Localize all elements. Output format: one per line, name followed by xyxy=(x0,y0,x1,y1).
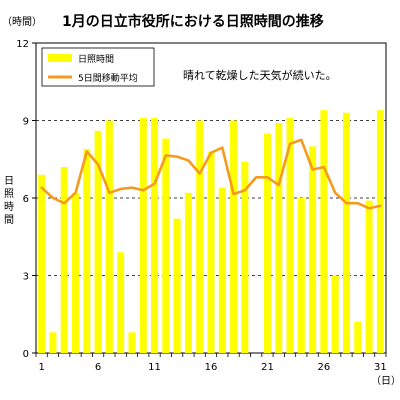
y-tick-label: 3 xyxy=(23,272,29,283)
x-tick-label: 16 xyxy=(205,362,218,373)
bar xyxy=(49,332,57,353)
bar xyxy=(139,117,147,354)
bar xyxy=(331,275,339,353)
y-tick-label: 6 xyxy=(23,194,29,205)
moving-average-polyline xyxy=(40,138,382,210)
bar xyxy=(376,110,384,354)
y-axis-unit: （時間） xyxy=(2,16,42,28)
bar xyxy=(297,198,305,353)
bar xyxy=(38,174,46,353)
bar xyxy=(184,192,192,353)
bar xyxy=(241,161,249,353)
x-tick-label: 6 xyxy=(95,362,101,373)
bar xyxy=(162,138,170,353)
bar xyxy=(207,151,215,353)
chart-title: 1月の日立市役所における日照時間の推移 xyxy=(62,13,324,30)
x-tick-label: 26 xyxy=(318,362,331,373)
bars xyxy=(38,110,384,354)
bar xyxy=(83,148,91,353)
bar xyxy=(60,167,68,353)
y-tick-label: 12 xyxy=(16,39,29,50)
bar xyxy=(94,130,102,353)
x-ticks: 1 6 11 16 21 26 31 xyxy=(35,353,387,373)
moving-average-line xyxy=(40,138,382,210)
bar xyxy=(128,332,136,353)
bar xyxy=(105,120,113,353)
legend: 日照時間 5日間移動平均 xyxy=(41,47,155,87)
x-tick-label: 31 xyxy=(374,362,387,373)
bar xyxy=(196,120,204,353)
bar xyxy=(117,252,125,353)
x-tick-label: 1 xyxy=(38,362,44,373)
bar xyxy=(320,110,328,354)
legend-label-sunshine: 日照時間 xyxy=(78,54,114,65)
bar xyxy=(309,146,317,353)
y-ticks: 0 3 6 9 12 xyxy=(16,39,36,360)
chart-annotation: 晴れて乾燥した天気が続いた。 xyxy=(183,68,337,82)
legend-swatch-sunshine xyxy=(48,54,72,62)
bar xyxy=(342,112,350,353)
x-axis-unit: （日） xyxy=(371,375,400,387)
bar xyxy=(151,117,159,354)
bar xyxy=(365,200,373,353)
bar xyxy=(173,218,181,353)
y-tick-label: 0 xyxy=(23,349,29,360)
bar xyxy=(263,133,271,353)
bar xyxy=(354,322,362,353)
x-tick-label: 11 xyxy=(148,362,161,373)
legend-label-moving-average: 5日間移動平均 xyxy=(78,72,138,84)
bar xyxy=(286,117,294,354)
bar xyxy=(218,187,226,353)
y-axis-title: 日照時間 xyxy=(4,176,14,226)
bar xyxy=(230,120,238,353)
y-tick-label: 9 xyxy=(23,117,29,128)
x-tick-label: 21 xyxy=(261,362,274,373)
bar xyxy=(275,123,283,353)
bar xyxy=(72,192,80,353)
